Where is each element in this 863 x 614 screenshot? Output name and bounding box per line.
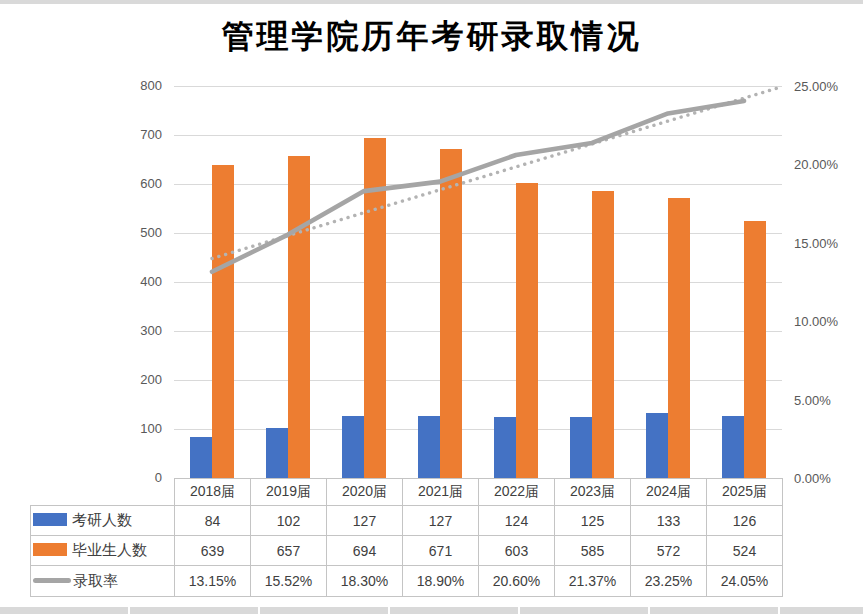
right-axis-tick-label: 25.00% [794,78,863,95]
right-axis-tick-label: 0.00% [794,470,863,487]
left-axis-tick-label: 200 [22,371,162,388]
table-value-cell: 125 [555,506,631,536]
table-value-cell: 84 [175,506,251,536]
table-value-cell: 671 [403,536,479,566]
rate-line [212,101,744,272]
left-axis-tick-label: 600 [22,175,162,192]
table-series-row: 录取率13.15%15.52%18.30%18.90%20.60%21.37%2… [31,566,783,597]
chart-title: 管理学院历年考研录取情况 [0,19,863,53]
legend-label: 录取率 [73,572,118,589]
line-layer [174,86,782,478]
table-header-cell: 2023届 [555,479,631,506]
table-value-cell: 23.25% [631,566,707,597]
left-axis-tick-label: 100 [22,420,162,437]
legend-label: 考研人数 [72,511,132,528]
table-series-row: 考研人数84102127127124125133126 [31,506,783,536]
left-axis-tick-label: 300 [22,322,162,339]
table-value-cell: 24.05% [707,566,783,597]
left-axis-tick-label: 800 [22,77,162,94]
table-header-cell: 2020届 [327,479,403,506]
table-value-cell: 639 [175,536,251,566]
table-value-cell: 124 [479,506,555,536]
left-axis-tick-label: 400 [22,273,162,290]
table-value-cell: 20.60% [479,566,555,597]
spreadsheet-strip-bottom [0,607,863,614]
legend-cell-录取率: 录取率 [31,566,175,597]
spreadsheet-strip-top [0,0,863,4]
table-value-cell: 18.30% [327,566,403,597]
legend-cell-毕业生人数: 毕业生人数 [31,536,175,566]
table-value-cell: 18.90% [403,566,479,597]
data-table-grid: 2018届2019届2020届2021届2022届2023届2024届2025届… [30,478,783,597]
table-header-cell: 2022届 [479,479,555,506]
table-value-cell: 21.37% [555,566,631,597]
table-header-cell: 2021届 [403,479,479,506]
table-value-cell: 657 [251,536,327,566]
right-axis-tick-label: 5.00% [794,392,863,409]
chart-screenshot: 管理学院历年考研录取情况 0100200300400500600700800 0… [0,0,863,614]
table-value-cell: 603 [479,536,555,566]
table-value-cell: 126 [707,506,783,536]
plot-area [174,86,782,478]
table-series-row: 毕业生人数 639657694671603585572524 [31,536,783,566]
table-header-cell: 2018届 [175,479,251,506]
table-header-row: 2018届2019届2020届2021届2022届2023届2024届2025届 [31,479,783,506]
legend-label: 毕业生人数 [72,541,147,558]
right-axis-tick-label: 20.00% [794,156,863,173]
left-axis-tick-label: 500 [22,224,162,241]
table-value-cell: 585 [555,536,631,566]
legend-line-swatch [33,578,71,583]
table-value-cell: 572 [631,536,707,566]
table-value-cell: 694 [327,536,403,566]
table-value-cell: 15.52% [251,566,327,597]
table-value-cell: 127 [403,506,479,536]
table-value-cell: 127 [327,506,403,536]
table-header-cell: 2019届 [251,479,327,506]
table-corner-cell [31,479,175,506]
right-axis-tick-label: 10.00% [794,313,863,330]
table-header-cell: 2024届 [631,479,707,506]
legend-cell-考研人数: 考研人数 [31,506,175,536]
table-value-cell: 133 [631,506,707,536]
legend-color-swatch [33,513,67,526]
linear-trendline [212,88,779,259]
legend-color-swatch [33,543,67,556]
left-axis-tick-label: 700 [22,126,162,143]
table-value-cell: 524 [707,536,783,566]
table-value-cell: 102 [251,506,327,536]
data-table: 2018届2019届2020届2021届2022届2023届2024届2025届… [30,478,783,597]
right-axis-tick-label: 15.00% [794,235,863,252]
table-value-cell: 13.15% [175,566,251,597]
table-header-cell: 2025届 [707,479,783,506]
